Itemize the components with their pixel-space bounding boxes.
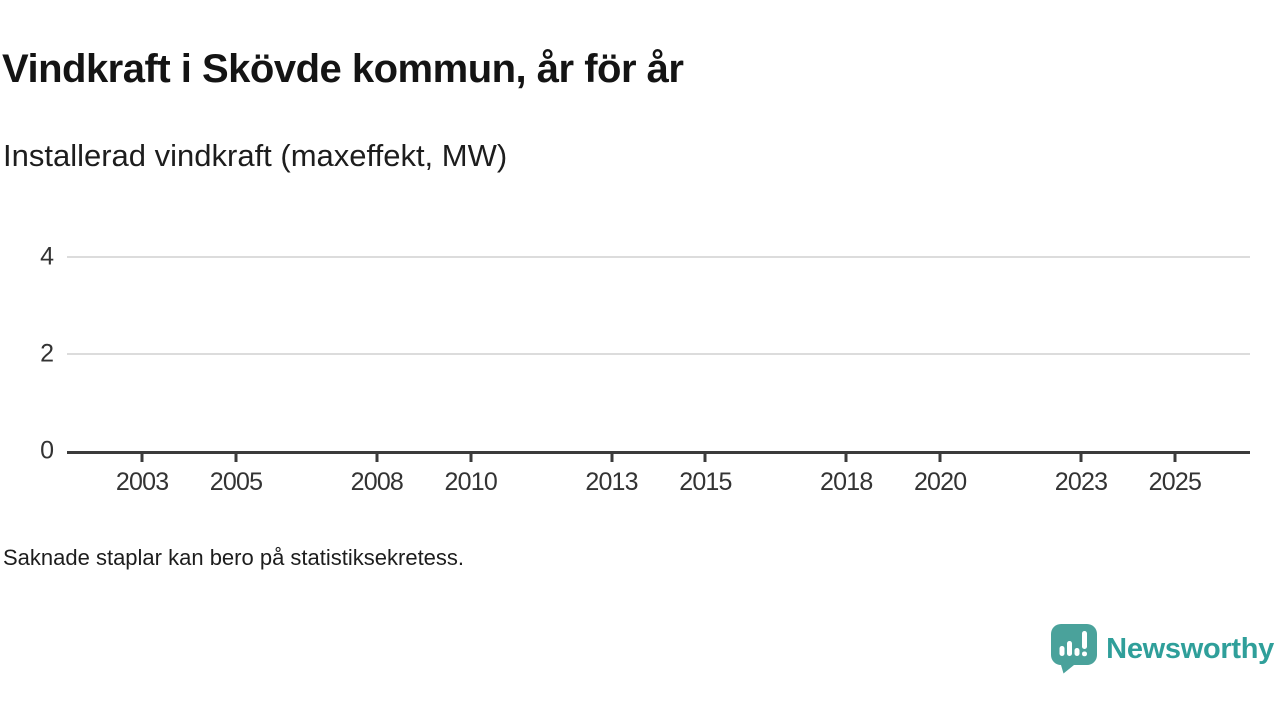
x-axis-tick-2023 — [1079, 451, 1083, 462]
x-axis-tick-2013 — [610, 451, 614, 462]
newsworthy-logo: Newsworthy — [1051, 624, 1274, 674]
x-axis-tick-2020 — [938, 451, 942, 462]
bar-2021 — [968, 242, 1006, 451]
bar-2016 — [733, 242, 771, 451]
y-axis-label: 2 — [40, 339, 54, 368]
x-axis-tick-2003 — [140, 451, 144, 462]
bar-2006 — [264, 242, 302, 451]
bar-2017 — [780, 242, 818, 451]
footnote: Saknade staplar kan bero på statistiksek… — [3, 545, 465, 570]
x-axis-label: 2018 — [820, 468, 873, 496]
x-axis-tick-2005 — [234, 451, 238, 462]
bar-2010 — [452, 242, 490, 451]
bar-2019 — [874, 242, 912, 451]
y-axis-label: 4 — [40, 242, 54, 271]
newsworthy-logo-text: Newsworthy — [1106, 632, 1274, 665]
x-axis-tick-2015 — [703, 451, 707, 462]
bar-2022 — [1015, 242, 1053, 451]
x-axis-tick-2018 — [844, 451, 848, 462]
bar-2008 — [358, 242, 396, 451]
x-axis-tick-2025 — [1173, 451, 1177, 462]
x-axis-label: 2023 — [1054, 468, 1108, 496]
chart-subtitle: Installerad vindkraft (maxeffekt, MW) — [3, 138, 508, 173]
bar-2025 — [1156, 291, 1194, 451]
bar-2007 — [311, 242, 349, 451]
x-axis-label: 2020 — [913, 468, 967, 496]
bar-2011 — [499, 242, 537, 451]
bar-2018 — [827, 242, 865, 451]
bar-2009 — [405, 242, 443, 451]
bar-2013 — [593, 242, 631, 451]
x-axis-label: 2013 — [585, 468, 638, 496]
newsworthy-speech-bubble-icon — [1051, 624, 1098, 674]
x-axis-label: 2025 — [1148, 468, 1202, 496]
x-axis-tick-2010 — [469, 451, 473, 462]
x-axis-label: 2008 — [350, 468, 404, 496]
x-axis-tick-2008 — [375, 451, 379, 462]
x-axis-label: 2003 — [115, 468, 169, 496]
gridline-y-4 — [67, 255, 1250, 258]
bar-2014 — [639, 242, 677, 451]
bar-2012 — [546, 242, 584, 451]
bar-2024 — [1109, 291, 1147, 451]
bar-2020 — [921, 242, 959, 451]
gridline-y-2 — [67, 352, 1250, 355]
bar-2023 — [1062, 242, 1100, 451]
chart-title: Vindkraft i Skövde kommun, år för år — [2, 47, 684, 91]
plot-area: 0 2 4 2003 2005 2008 2010 2013 2015 2018 2020 2023 2… — [40, 242, 1250, 496]
bar-2005 — [217, 334, 255, 451]
bar-2015 — [686, 242, 724, 451]
x-axis-label: 2010 — [444, 468, 498, 496]
y-axis-label: 0 — [40, 436, 54, 465]
x-axis-label: 2015 — [679, 468, 732, 496]
x-axis-label: 2005 — [209, 468, 263, 496]
